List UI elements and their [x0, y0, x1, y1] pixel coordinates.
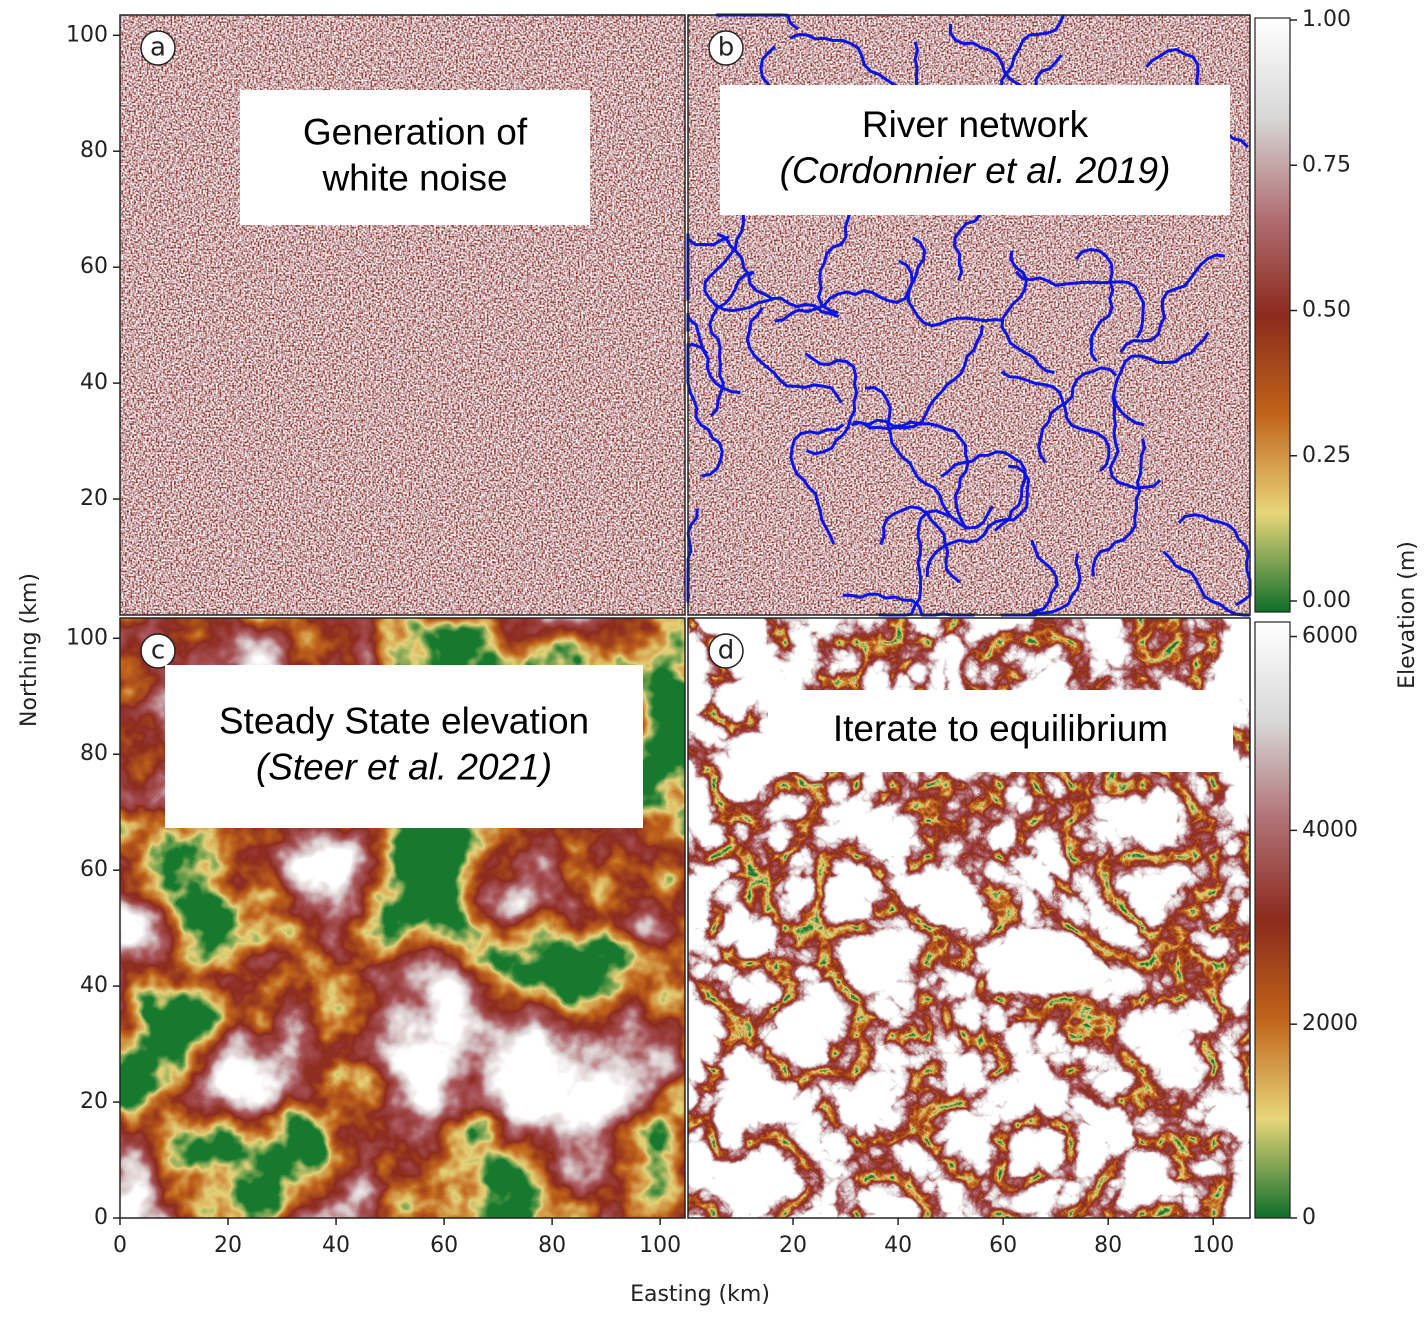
x-tick-label: 60 — [989, 1233, 1017, 1258]
annotation: (Steer et al. 2021) — [256, 746, 552, 787]
colorbar-tick-label: 0.25 — [1302, 443, 1351, 468]
colorbar-tick-label: 0.00 — [1302, 588, 1351, 613]
colorbar-tick-label: 2000 — [1302, 1011, 1358, 1036]
x-tick-label: 100 — [1192, 1233, 1234, 1258]
y-tick-label: 40 — [80, 370, 108, 395]
panel-letter: d — [718, 636, 735, 666]
y-tick-label: 20 — [80, 1089, 108, 1114]
colorbar-tick-label: 0.50 — [1302, 298, 1351, 323]
y-axis-label: Northing (km) — [17, 573, 42, 727]
x-tick-label: 100 — [639, 1233, 681, 1258]
x-axis-label: Easting (km) — [630, 1282, 770, 1307]
annotation: Iterate to equilibrium — [833, 708, 1168, 749]
colorbar — [1255, 622, 1290, 1218]
figure: Easting (km) Northing (km) Elevation (m)… — [0, 0, 1427, 1313]
colorbar-label: Elevation (m) — [1395, 541, 1420, 689]
annotation: River network — [862, 104, 1089, 145]
colorbar-tick-label: 6000 — [1302, 624, 1358, 649]
y-tick-label: 20 — [80, 486, 108, 511]
annotation: white noise — [321, 157, 507, 198]
y-tick-label: 80 — [80, 138, 108, 163]
x-tick-label: 40 — [322, 1233, 350, 1258]
colorbar-tick-label: 0.75 — [1302, 152, 1351, 177]
panel-letter: b — [718, 33, 735, 63]
y-tick-label: 60 — [80, 254, 108, 279]
y-tick-label: 80 — [80, 741, 108, 766]
x-tick-label: 40 — [884, 1233, 912, 1258]
colorbar-tick-label: 0 — [1302, 1205, 1316, 1230]
x-tick-label: 0 — [113, 1233, 127, 1258]
y-tick-label: 40 — [80, 973, 108, 998]
x-tick-label: 20 — [779, 1233, 807, 1258]
y-tick-label: 100 — [66, 22, 108, 47]
y-tick-label: 60 — [80, 857, 108, 882]
colorbar-tick-label: 1.00 — [1302, 7, 1351, 32]
panel-letter: c — [151, 636, 165, 666]
x-tick-label: 20 — [214, 1233, 242, 1258]
panel-letter: a — [150, 33, 166, 63]
colorbar-tick-label: 4000 — [1302, 817, 1358, 842]
x-tick-label: 80 — [538, 1233, 566, 1258]
x-tick-label: 60 — [430, 1233, 458, 1258]
colorbar — [1255, 18, 1290, 612]
y-tick-label: 0 — [94, 1205, 108, 1230]
annotation: Generation of — [303, 111, 528, 152]
x-tick-label: 80 — [1094, 1233, 1122, 1258]
y-tick-label: 100 — [66, 625, 108, 650]
annotation: (Cordonnier et al. 2019) — [780, 150, 1171, 191]
annotation: Steady State elevation — [219, 700, 589, 741]
